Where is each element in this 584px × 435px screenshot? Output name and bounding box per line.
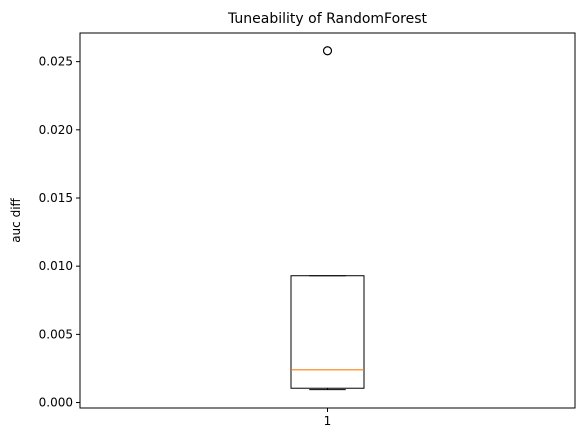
y-tick-label: 0.020 — [39, 123, 73, 137]
box-group — [290, 46, 365, 391]
y-tick-label: 0.000 — [39, 396, 73, 410]
plot-area-frame — [79, 32, 576, 409]
chart-title: Tuneability of RandomForest — [227, 11, 428, 27]
outlier-point — [322, 46, 333, 56]
y-tick-label: 0.010 — [39, 259, 73, 273]
box-iqr — [290, 275, 365, 389]
y-tick-label: 0.025 — [39, 55, 73, 69]
y-tick-label: 0.015 — [39, 191, 73, 205]
x-tick-label: 1 — [324, 414, 332, 428]
y-tick-label: 0.005 — [39, 327, 73, 341]
x-axis: 1 — [324, 408, 332, 428]
y-axis-label: auc diff — [9, 197, 23, 242]
y-axis: 0.000 0.005 0.010 0.015 0.020 0.025 — [39, 55, 80, 410]
